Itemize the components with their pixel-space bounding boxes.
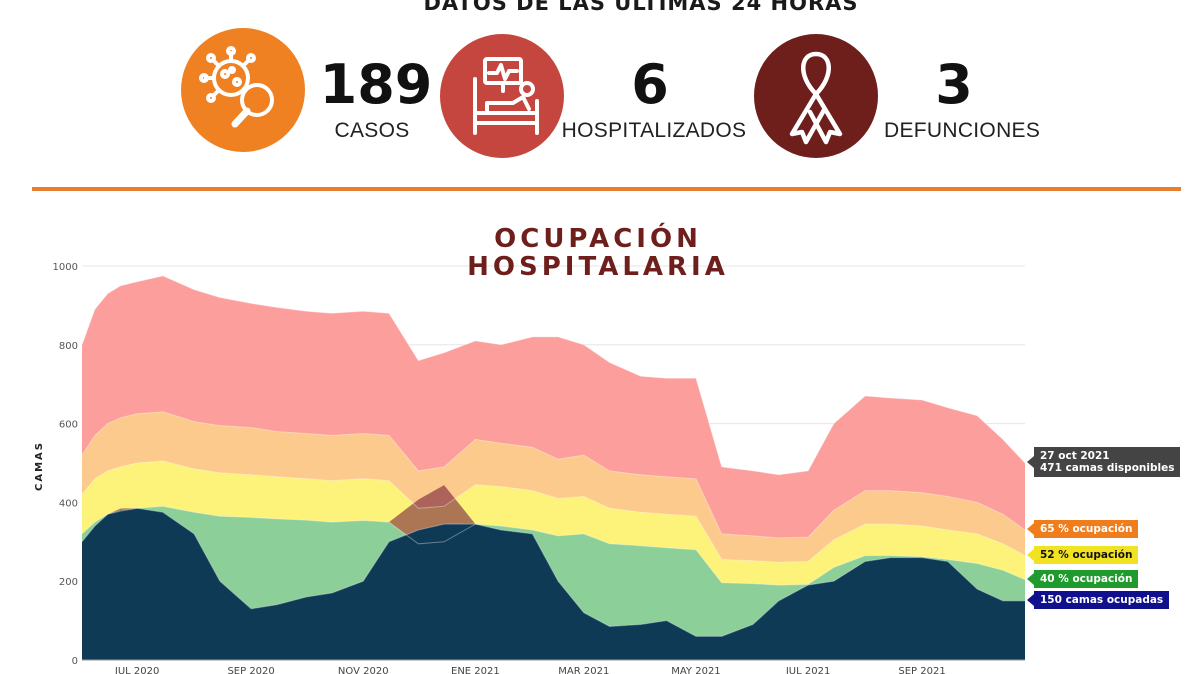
- hospitalized-badge: [440, 34, 564, 158]
- annotation-callout: 40 % ocupación: [1026, 570, 1139, 589]
- chart-title-line-1: OCUPACIÓN: [494, 224, 702, 254]
- series-line: [81, 411, 1026, 539]
- series-line: [81, 505, 1026, 586]
- x-tick-label: SEP 2021: [898, 666, 945, 674]
- section-divider: [32, 187, 1181, 191]
- deaths-label: DEFUNCIONES: [884, 119, 1041, 142]
- virus-search-icon: [199, 46, 274, 128]
- annotation-callout: 27 oct 2021 471 camas disponibles: [1026, 447, 1181, 477]
- series-line: [81, 507, 1025, 637]
- cases-badge: [181, 28, 305, 152]
- deaths-value: 3: [935, 53, 973, 116]
- x-tick-label: MAR 2021: [558, 666, 609, 674]
- series-line: [81, 275, 1026, 476]
- x-tick-label: ENE 2021: [451, 666, 500, 674]
- chart-title-line-2: HOSPITALARIA: [467, 252, 729, 282]
- y-tick-label: 1000: [53, 262, 78, 273]
- y-tick-label: 600: [59, 420, 78, 431]
- annotation-callout: 52 % ocupación: [1026, 546, 1139, 565]
- x-tick-label: SEP 2020: [227, 666, 274, 674]
- x-tick-label: JUL 2021: [785, 666, 830, 674]
- area-occupied-front: [82, 508, 1025, 660]
- hospitalized-label: HOSPITALIZADOS: [561, 119, 747, 142]
- hospitalized-value: 6: [631, 53, 669, 116]
- ribbon-icon: [789, 51, 843, 145]
- series-line: [81, 460, 1026, 563]
- annotation-callout: 150 camas ocupadas: [1026, 591, 1170, 610]
- annotation-text: 27 oct 2021: [1040, 450, 1110, 462]
- annotation-text: 40 % ocupación: [1040, 573, 1133, 586]
- annotation-text: 471 camas disponibles: [1040, 462, 1175, 474]
- y-tick-label: 200: [59, 577, 78, 588]
- x-tick-label: MAY 2021: [671, 666, 720, 674]
- y-tick-label: 0: [72, 656, 78, 667]
- annotation-text: 52 % ocupación: [1040, 549, 1133, 562]
- y-axis-label: CAMAS: [34, 441, 45, 491]
- hospital-bed-icon: [473, 57, 539, 135]
- page-heading: DATOS DE LAS ÚLTIMAS 24 HORAS: [423, 0, 859, 15]
- annotation-callout: 65 % ocupación: [1026, 520, 1139, 539]
- annotation-text: 150 camas ocupadas: [1040, 594, 1164, 607]
- x-tick-label: NOV 2020: [338, 666, 389, 674]
- cases-label: CASOS: [334, 119, 410, 142]
- annotation-text: 65 % ocupación: [1040, 523, 1133, 536]
- cases-value: 189: [319, 53, 433, 116]
- deaths-badge: [754, 34, 878, 158]
- y-tick-label: 800: [59, 341, 78, 352]
- x-tick-label: JUL 2020: [114, 666, 159, 674]
- y-tick-label: 400: [59, 498, 78, 509]
